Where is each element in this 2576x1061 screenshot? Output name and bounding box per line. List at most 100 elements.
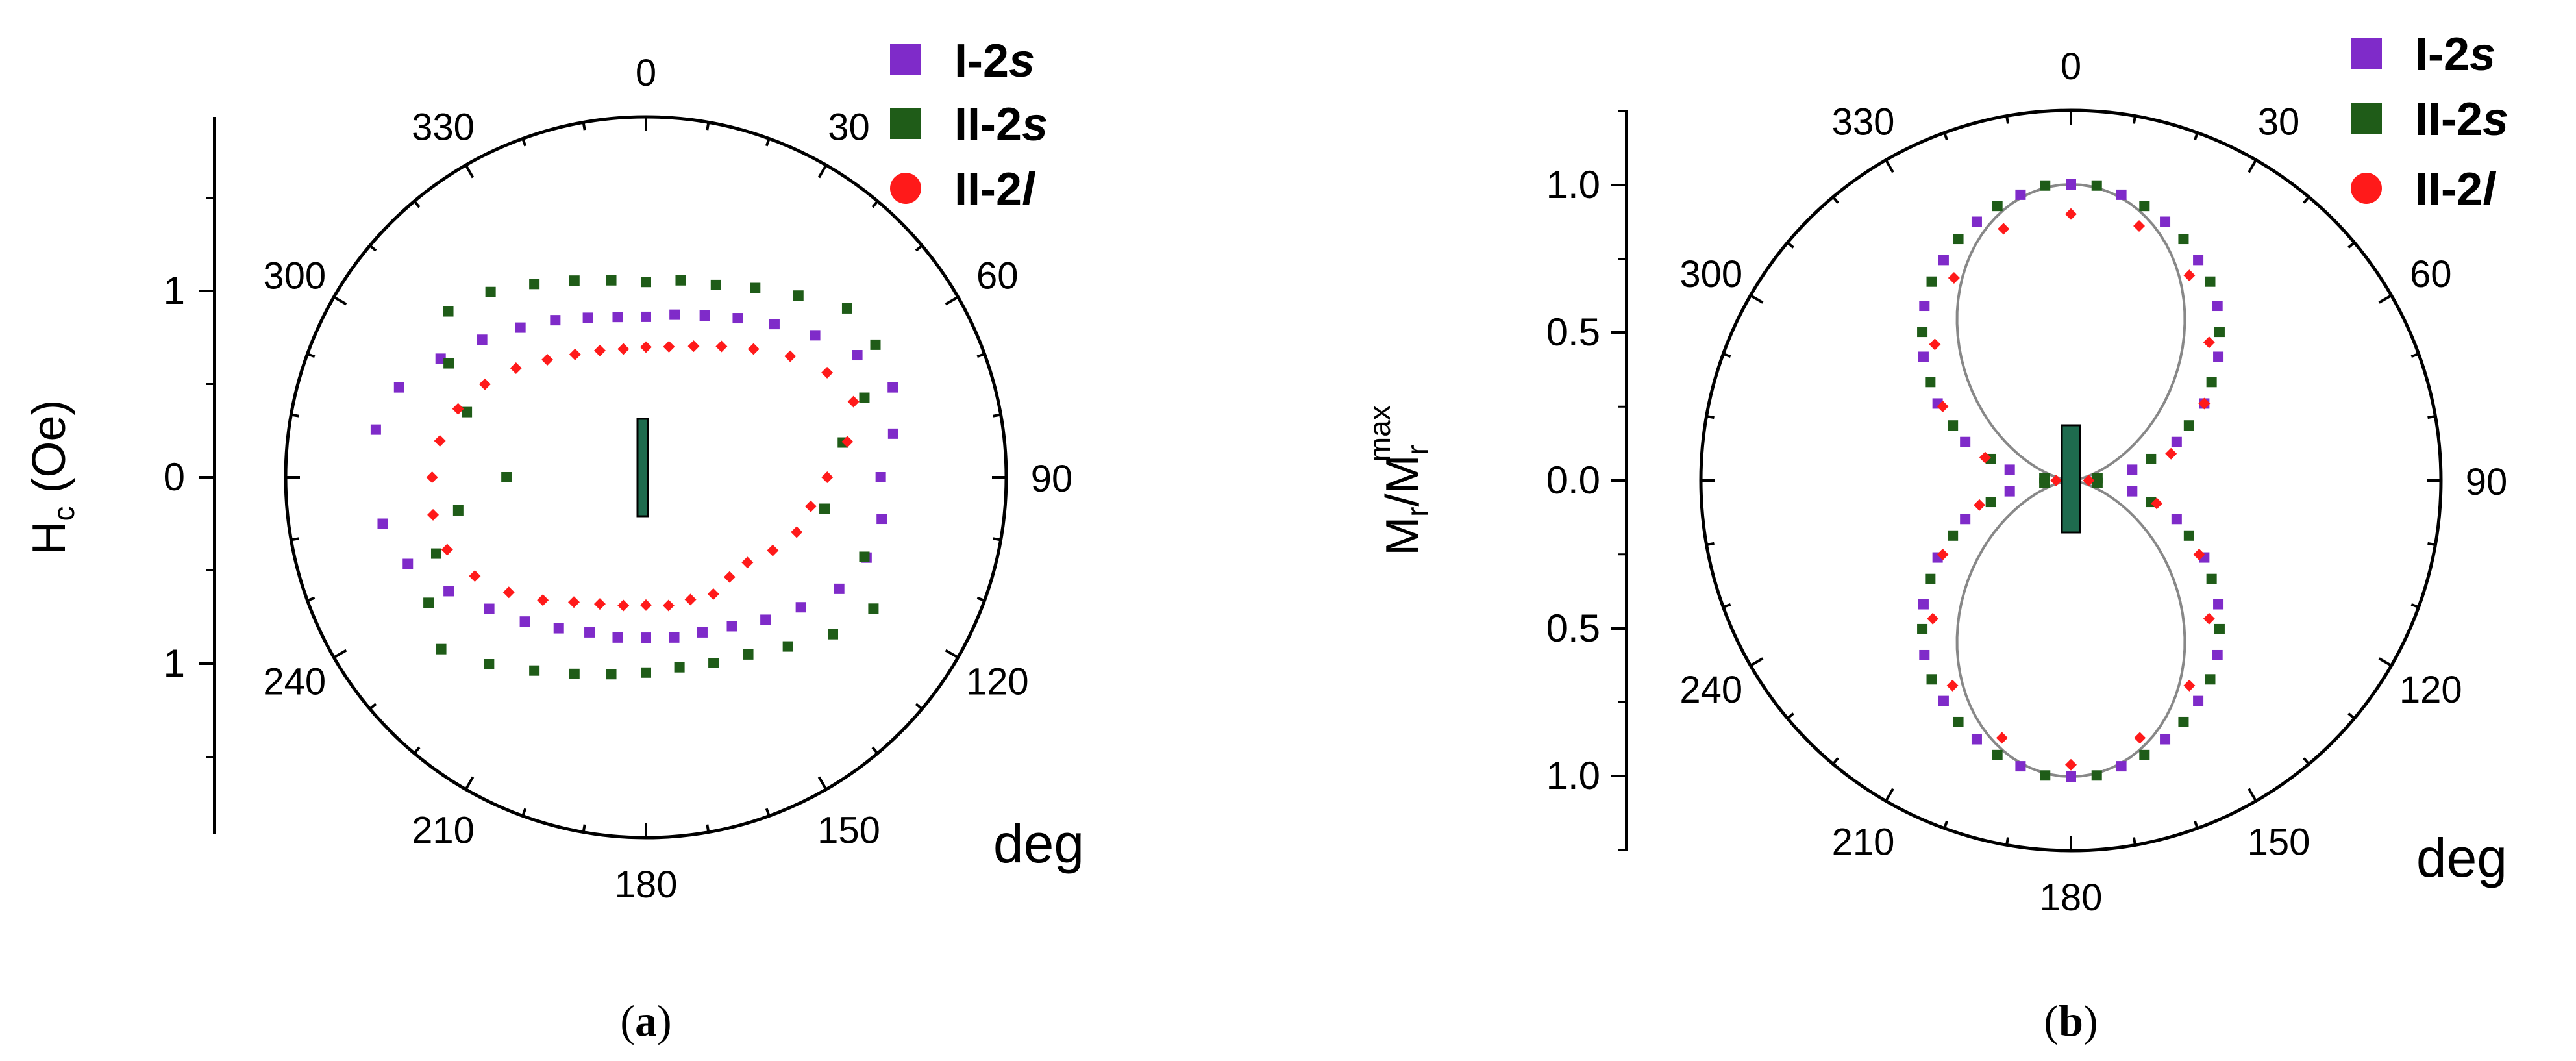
data-point [2178,234,2189,245]
data-point [443,306,454,317]
angle-tick [817,164,828,179]
data-point [2171,514,2182,525]
data-point [663,341,675,353]
data-point [515,322,526,333]
data-point [1948,420,1959,431]
data-point [2213,351,2224,362]
data-point [732,313,743,324]
data-point [641,632,651,643]
data-point [2213,599,2224,610]
data-point [1948,272,1960,284]
data-point [617,343,630,355]
data-point [423,597,434,608]
data-point [2139,201,2150,212]
data-point [841,436,854,448]
data-point [1960,436,1971,447]
series-II-2s [1917,180,2225,781]
data-point [2127,486,2138,497]
angle-tick [765,808,771,817]
data-point [1925,573,1936,584]
data-point [612,312,623,323]
data-point [1974,499,1986,511]
data-point [452,403,464,415]
panel-caption-a: (a) [620,996,671,1045]
data-point [436,643,447,655]
data-point [484,659,495,670]
legend-marker [2351,103,2382,134]
data-point [1992,201,2003,212]
angle-tick [706,122,710,131]
data-point [2214,623,2225,634]
data-point [434,435,446,447]
data-point [782,641,793,652]
data-point [641,667,651,678]
data-point [519,616,530,627]
data-point [2183,269,2196,282]
angle-tick [291,537,299,542]
angle-tick [993,537,1001,542]
data-point [2134,732,2146,744]
data-point [1979,451,1991,464]
data-point [1971,734,1982,745]
radial-tick-label: 0 [164,455,185,499]
angle-tick [915,244,923,252]
angle-tick [2132,837,2136,845]
angle-tick [2410,353,2420,358]
panel-caption-b: (b) [2044,996,2098,1045]
radial-tick-label: 0.5 [1546,606,1600,650]
data-point [501,472,512,482]
angle-tick [413,746,421,755]
data-point [2040,180,2051,191]
data-point [2066,179,2076,190]
data-point [828,629,839,640]
angle-tick-label: 150 [817,809,880,851]
data-point [662,599,675,612]
angle-tick [2427,415,2436,419]
data-point [2193,695,2204,706]
data-point [593,344,606,356]
data-point [640,341,652,353]
angle-tick-label: 0 [2061,45,2081,88]
angle-tick [464,164,475,179]
angle-tick-label: 120 [966,661,1029,703]
angle-tick [2132,116,2136,124]
data-point [2205,674,2216,685]
series-I-2s [370,309,898,643]
angle-tick [1750,657,1764,667]
data-point [2212,649,2223,660]
data-point [2160,216,2171,227]
data-point [2193,549,2205,560]
angle-tick-label: 210 [412,809,475,851]
angle-tick [2410,603,2420,608]
angle-tick-label: 330 [1832,101,1895,144]
data-point [847,395,860,408]
data-point [553,623,564,634]
angle-tick [945,295,959,306]
data-point [760,614,771,625]
angle-tick-label: 300 [1679,253,1742,295]
data-point [804,500,817,512]
data-point [2183,679,2196,692]
data-point [2183,420,2194,431]
data-point [485,286,496,297]
angle-tick [2347,242,2355,249]
data-point [2065,758,2077,771]
data-point [2116,189,2127,200]
data-point [2214,327,2225,338]
data-point [2203,612,2215,625]
data-point [2193,255,2204,266]
data-point [859,392,870,403]
radial-tick-label: 1 [164,269,185,312]
angle-tick [2378,294,2392,304]
data-point [2091,180,2102,191]
data-point [469,570,481,582]
angle-tick-label: 0 [636,52,656,94]
angle-tick-label: 120 [2399,669,2462,711]
data-point [1925,377,1936,388]
data-point [697,627,708,638]
angle-tick [817,776,828,790]
data-point [821,471,834,483]
data-point [606,669,617,680]
data-point [612,632,623,643]
